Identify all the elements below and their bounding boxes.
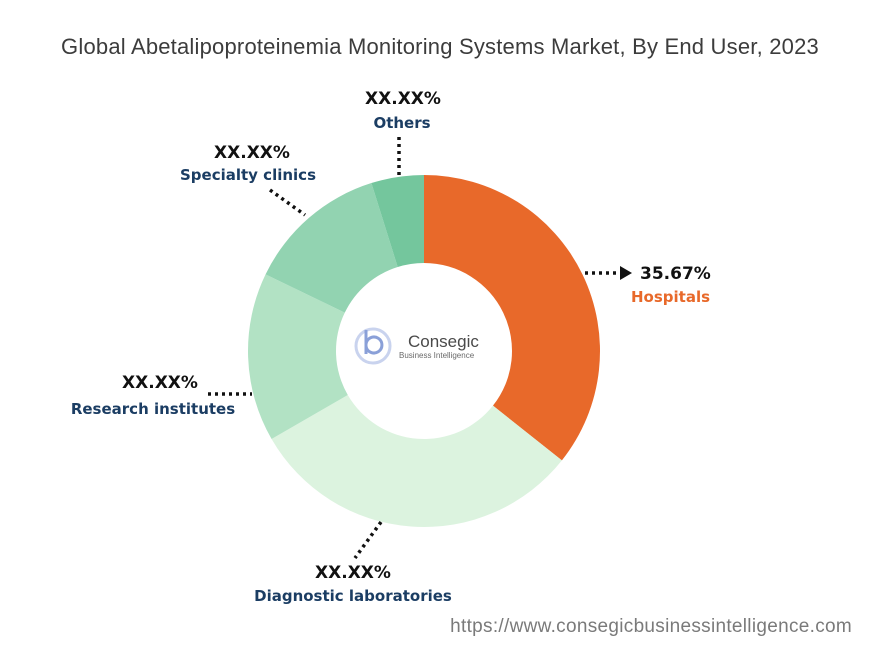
value-label-hospitals: 35.67% bbox=[640, 264, 711, 284]
slice-research-institutes bbox=[248, 274, 348, 439]
value-label-diagnostic-laboratories: XX.XX% bbox=[315, 563, 391, 583]
leader-specialty-clinics bbox=[268, 188, 307, 217]
slice-hospitals bbox=[424, 175, 600, 461]
slice-diagnostic-laboratories bbox=[271, 394, 562, 528]
value-label-research-institutes: XX.XX% bbox=[122, 373, 198, 393]
category-label-others: Others bbox=[373, 114, 430, 132]
logo-ring-icon bbox=[354, 327, 392, 365]
logo-b-icon bbox=[364, 330, 384, 355]
category-label-research-institutes: Research institutes bbox=[71, 400, 235, 418]
chart-title: Global Abetalipoproteinemia Monitoring S… bbox=[61, 34, 819, 59]
slice-specialty-clinics bbox=[265, 183, 398, 313]
category-label-diagnostic-laboratories: Diagnostic laboratories bbox=[254, 587, 452, 605]
category-label-hospitals: Hospitals bbox=[631, 288, 710, 306]
logo-name: Consegic bbox=[408, 332, 479, 351]
donut-slices bbox=[248, 175, 600, 528]
consegic-logo: Consegic Business Intelligence bbox=[354, 327, 479, 365]
value-label-others: XX.XX% bbox=[365, 89, 441, 109]
value-label-specialty-clinics: XX.XX% bbox=[214, 143, 290, 163]
leader-diagnostic-laboratories bbox=[353, 520, 383, 560]
logo-subtitle: Business Intelligence bbox=[399, 351, 475, 360]
arrow-icon bbox=[620, 266, 632, 280]
source-url: https://www.consegicbusinessintelligence… bbox=[450, 616, 852, 637]
slice-others bbox=[371, 175, 424, 268]
category-label-specialty-clinics: Specialty clinics bbox=[180, 166, 316, 184]
